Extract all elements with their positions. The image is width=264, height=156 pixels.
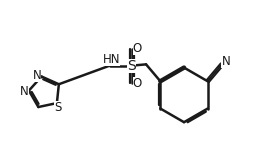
Text: O: O bbox=[133, 77, 142, 90]
Text: N: N bbox=[32, 69, 41, 82]
Text: O: O bbox=[133, 42, 142, 55]
Text: S: S bbox=[54, 101, 62, 114]
Text: HN: HN bbox=[103, 53, 120, 66]
Text: S: S bbox=[128, 59, 136, 73]
Text: N: N bbox=[20, 85, 29, 98]
Text: N: N bbox=[221, 55, 230, 68]
